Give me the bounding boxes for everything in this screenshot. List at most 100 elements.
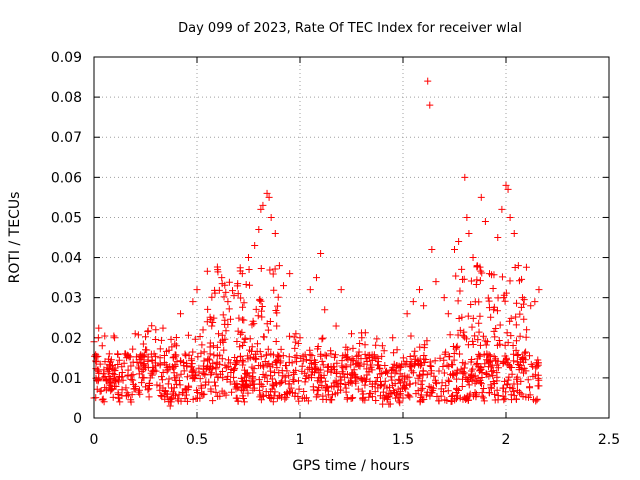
data-point xyxy=(104,368,112,376)
data-point xyxy=(504,359,512,367)
data-point xyxy=(322,352,330,360)
data-point xyxy=(522,348,530,356)
data-point xyxy=(263,377,271,385)
data-point xyxy=(263,361,271,369)
data-point xyxy=(451,246,458,254)
data-point xyxy=(132,382,140,390)
data-point xyxy=(506,317,514,325)
data-point xyxy=(341,363,349,371)
data-point xyxy=(458,383,466,391)
data-point xyxy=(254,312,262,320)
data-point xyxy=(292,330,300,338)
data-point xyxy=(267,350,275,358)
data-point xyxy=(213,343,221,351)
data-point xyxy=(474,262,482,270)
data-point xyxy=(454,387,462,395)
data-point xyxy=(177,370,185,378)
y-axis-ticks: 0 0.01 0.02 0.03 0.04 0.05 0.06 0.07 0.08 0.09 xyxy=(51,50,609,427)
data-point xyxy=(282,362,290,370)
data-point xyxy=(454,392,462,400)
data-point xyxy=(196,375,204,383)
data-point xyxy=(275,352,283,360)
data-point xyxy=(200,348,208,356)
data-point xyxy=(416,398,424,406)
data-point xyxy=(514,262,522,270)
data-point xyxy=(236,343,244,351)
data-point xyxy=(507,332,515,340)
data-point xyxy=(502,181,510,189)
data-point xyxy=(237,386,245,394)
data-point xyxy=(195,368,203,376)
data-point xyxy=(346,378,354,386)
data-point xyxy=(333,368,341,376)
data-point xyxy=(287,384,295,392)
data-point xyxy=(376,381,384,389)
data-point xyxy=(506,384,514,392)
data-point xyxy=(534,356,542,364)
data-point xyxy=(269,380,277,388)
data-point xyxy=(285,380,293,388)
data-point xyxy=(233,380,241,388)
data-point xyxy=(454,297,462,305)
data-point xyxy=(481,360,489,368)
data-point xyxy=(463,213,471,221)
data-point xyxy=(255,376,263,384)
data-point xyxy=(291,353,299,361)
data-point xyxy=(255,386,263,394)
data-point xyxy=(318,335,326,343)
data-point xyxy=(489,284,497,292)
data-point xyxy=(465,381,473,389)
data-point xyxy=(437,392,445,400)
data-point xyxy=(138,379,146,387)
data-point xyxy=(256,296,264,304)
data-point xyxy=(285,372,293,380)
data-point xyxy=(457,365,465,373)
data-point xyxy=(222,391,230,399)
data-point xyxy=(478,380,486,388)
data-point xyxy=(496,340,504,348)
data-point xyxy=(445,362,453,370)
data-point xyxy=(170,390,178,398)
data-point xyxy=(134,331,142,339)
data-point xyxy=(140,374,148,382)
data-point xyxy=(317,350,325,358)
data-point xyxy=(431,376,439,384)
data-point xyxy=(230,292,238,300)
data-point xyxy=(281,395,289,403)
data-point xyxy=(379,388,387,396)
data-point xyxy=(230,373,238,381)
data-point xyxy=(277,379,285,387)
data-point xyxy=(382,367,390,375)
data-point xyxy=(95,324,103,332)
data-point xyxy=(234,280,242,288)
data-point xyxy=(469,337,477,345)
data-point xyxy=(218,368,226,376)
data-point xyxy=(241,334,249,342)
data-point xyxy=(422,356,430,364)
data-point xyxy=(312,393,320,401)
data-point xyxy=(114,376,122,384)
data-point xyxy=(465,229,473,237)
data-point xyxy=(516,310,524,318)
data-point xyxy=(378,342,386,350)
data-point xyxy=(479,332,487,340)
data-point xyxy=(283,367,291,375)
data-point xyxy=(233,394,241,402)
data-point xyxy=(414,374,422,382)
data-point xyxy=(483,350,491,358)
data-point xyxy=(277,345,285,353)
y-axis-label: ROTI / TECUs xyxy=(7,192,23,284)
data-point xyxy=(259,371,267,379)
data-point xyxy=(278,377,286,385)
data-point xyxy=(282,393,290,401)
data-point xyxy=(147,350,155,358)
data-point xyxy=(527,302,535,310)
data-point xyxy=(244,352,252,360)
data-point xyxy=(455,238,463,246)
data-point xyxy=(487,384,495,392)
data-point xyxy=(199,326,207,334)
data-point xyxy=(273,322,281,330)
data-point xyxy=(193,286,201,294)
data-point xyxy=(266,266,274,274)
data-point xyxy=(490,327,498,335)
